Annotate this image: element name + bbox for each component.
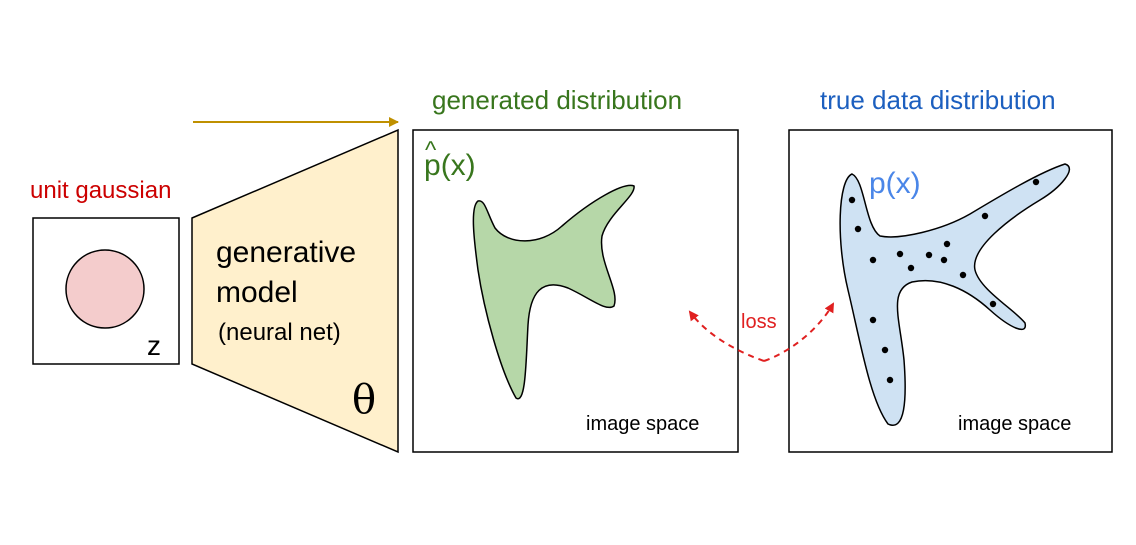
data-point (848, 196, 856, 204)
data-point (854, 225, 862, 233)
data-point (881, 346, 889, 354)
loss-arrow (763, 302, 835, 362)
loss-arrow (688, 310, 765, 362)
model-label-line2: model (216, 276, 298, 309)
data-point (886, 376, 894, 384)
data-point (943, 240, 951, 248)
data-point (907, 264, 915, 272)
generated-distribution-shape (472, 184, 635, 400)
p-x-label: p(x) (869, 167, 921, 200)
generated-distribution-title: generated distribution (432, 85, 682, 115)
data-point (896, 250, 904, 258)
data-point (989, 300, 997, 308)
data-point (869, 256, 877, 264)
data-point (1032, 178, 1040, 186)
unit-gaussian-label: unit gaussian (30, 177, 171, 204)
model-label-line1: generative (216, 236, 356, 269)
p-hat-caret: ^ (425, 137, 437, 164)
image-space-label-right: image space (958, 413, 1071, 435)
image-space-label-left: image space (586, 413, 699, 435)
true-distribution-shape (839, 163, 1071, 426)
data-point (940, 256, 948, 264)
data-point (869, 316, 877, 324)
loss-label: loss (741, 311, 777, 333)
p-hat-letter: p (424, 149, 441, 182)
data-point (925, 251, 933, 259)
theta-label: θ (352, 377, 376, 423)
gaussian-circle (65, 249, 145, 329)
z-label: z (147, 330, 161, 361)
p-hat-argument: (x) (441, 149, 476, 182)
model-label-line3: (neural net) (218, 319, 341, 346)
p-hat-label: p(x) (424, 149, 476, 182)
true-data-distribution-title: true data distribution (820, 85, 1056, 115)
data-points (848, 178, 1040, 384)
data-point (959, 271, 967, 279)
generative-model-block (191, 128, 399, 454)
data-point (981, 212, 989, 220)
